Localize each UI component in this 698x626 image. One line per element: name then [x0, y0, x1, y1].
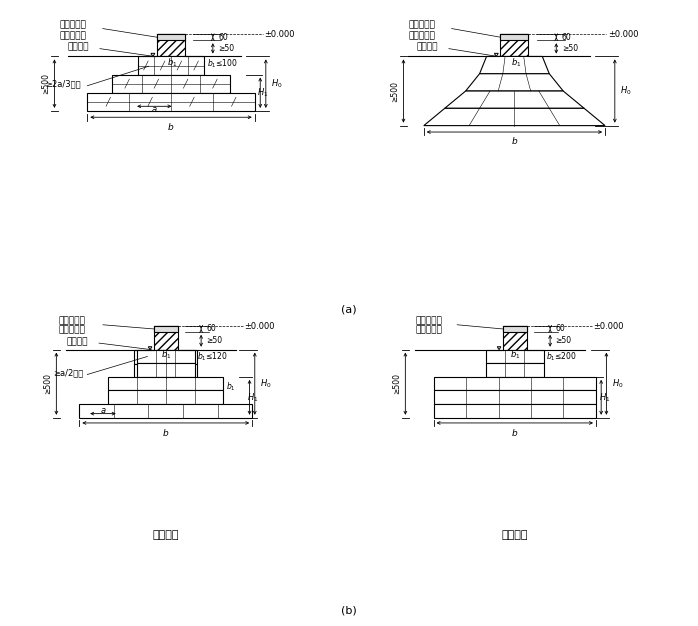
Text: ≥a/2石长: ≥a/2石长 [53, 369, 84, 377]
Text: 一阶一皮: 一阶一皮 [153, 530, 179, 540]
Bar [87, 93, 255, 111]
Bar [80, 404, 252, 418]
Text: $a$: $a$ [151, 105, 158, 114]
Bar [157, 34, 185, 56]
Text: $H_1$: $H_1$ [258, 86, 269, 99]
Text: $b$: $b$ [511, 135, 518, 146]
Text: 室外地坪: 室外地坪 [417, 42, 438, 51]
Text: ±0.000: ±0.000 [608, 29, 639, 39]
Bar [108, 391, 223, 404]
Text: $b_1$: $b_1$ [511, 56, 521, 69]
Text: ±0.000: ±0.000 [593, 322, 624, 331]
Text: ≥50: ≥50 [556, 336, 572, 346]
Text: $H_0$: $H_0$ [611, 377, 623, 390]
Bar [154, 326, 177, 350]
Polygon shape [151, 53, 155, 56]
Bar [433, 391, 596, 404]
Text: 配筋砂浆带: 配筋砂浆带 [408, 20, 436, 29]
Text: $H_1$: $H_1$ [599, 391, 610, 404]
Text: $b_1$: $b_1$ [161, 349, 171, 361]
Text: ±0.000: ±0.000 [265, 29, 295, 39]
Bar [112, 74, 230, 93]
Text: ≥50: ≥50 [218, 44, 235, 53]
Text: $a$: $a$ [100, 406, 106, 415]
Polygon shape [148, 347, 152, 350]
Text: 60: 60 [562, 33, 572, 42]
Text: 配筋砂浆带: 配筋砂浆带 [59, 20, 87, 29]
Polygon shape [424, 108, 605, 126]
Text: 配筋砂浆带: 配筋砂浆带 [59, 316, 85, 326]
Text: ≥500: ≥500 [40, 73, 50, 94]
Text: $b$: $b$ [168, 121, 174, 131]
Text: ≥500: ≥500 [389, 81, 399, 101]
Text: $H_0$: $H_0$ [272, 78, 283, 90]
Text: $b_1$: $b_1$ [510, 349, 520, 361]
Text: ≥500: ≥500 [392, 373, 401, 394]
Text: 60: 60 [218, 33, 228, 42]
Bar [433, 377, 596, 391]
Text: ≥50: ≥50 [207, 336, 223, 346]
Bar [138, 56, 205, 74]
Bar [137, 350, 195, 363]
Text: 一阶两皮: 一阶两皮 [502, 530, 528, 540]
Text: $b$: $b$ [162, 427, 170, 438]
Text: $H_1$: $H_1$ [247, 391, 258, 404]
Polygon shape [445, 91, 584, 108]
Text: （防潮层）: （防潮层） [415, 326, 442, 334]
Text: (a): (a) [341, 305, 357, 315]
Text: ≥500: ≥500 [43, 373, 52, 394]
Text: $b_1$≤120: $b_1$≤120 [198, 350, 228, 362]
Text: $b$: $b$ [511, 427, 519, 438]
Text: $b_1$≤200: $b_1$≤200 [547, 350, 577, 362]
Text: 配筋砂浆带: 配筋砂浆带 [415, 316, 442, 326]
Text: ±0.000: ±0.000 [244, 322, 275, 331]
Text: ≥50: ≥50 [562, 44, 578, 53]
Bar [500, 34, 528, 40]
Polygon shape [466, 74, 563, 91]
Bar [157, 34, 185, 40]
Bar [108, 377, 223, 391]
Text: ≥2a/3石长: ≥2a/3石长 [45, 80, 81, 89]
Bar [486, 350, 544, 363]
Polygon shape [497, 347, 501, 350]
Text: 60: 60 [556, 324, 565, 334]
Text: $H_0$: $H_0$ [621, 85, 632, 97]
Bar [503, 326, 526, 332]
Bar [500, 34, 528, 56]
Text: （防潮层）: （防潮层） [408, 31, 436, 40]
Bar [137, 363, 195, 377]
Text: $b_1$≤100: $b_1$≤100 [207, 58, 238, 70]
Bar [486, 363, 544, 377]
Text: 室外地坪: 室外地坪 [66, 337, 88, 346]
Bar [134, 350, 198, 364]
Text: $b_1$: $b_1$ [168, 56, 177, 69]
Text: (b): (b) [341, 605, 357, 615]
Bar [433, 404, 596, 418]
Bar [503, 326, 526, 350]
Text: （防潮层）: （防潮层） [59, 326, 85, 334]
Text: $b_1$: $b_1$ [226, 380, 236, 393]
Polygon shape [494, 53, 498, 56]
Bar [134, 364, 198, 379]
Text: （防潮层）: （防潮层） [59, 31, 87, 40]
Text: $H_0$: $H_0$ [260, 377, 272, 390]
Text: 60: 60 [207, 324, 216, 334]
Bar [154, 326, 177, 332]
Polygon shape [480, 56, 549, 74]
Text: 室外地坪: 室外地坪 [68, 42, 89, 51]
